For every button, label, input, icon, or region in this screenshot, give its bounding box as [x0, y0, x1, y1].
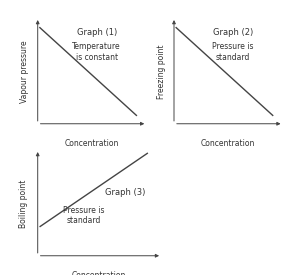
- Text: Freezing point: Freezing point: [157, 44, 166, 99]
- Text: Temperature
is constant: Temperature is constant: [72, 42, 121, 62]
- Text: Concentration: Concentration: [200, 139, 255, 149]
- Text: Graph (3): Graph (3): [105, 188, 146, 197]
- Text: Concentration: Concentration: [64, 139, 119, 149]
- Text: Boiling point: Boiling point: [19, 179, 28, 228]
- Text: Graph (2): Graph (2): [213, 28, 253, 37]
- Text: Vapour pressure: Vapour pressure: [20, 40, 29, 103]
- Text: Pressure is
standard: Pressure is standard: [212, 42, 254, 62]
- Text: Graph (1): Graph (1): [77, 28, 117, 37]
- Text: Pressure is
standard: Pressure is standard: [63, 206, 105, 225]
- Text: Concentration: Concentration: [71, 271, 126, 275]
